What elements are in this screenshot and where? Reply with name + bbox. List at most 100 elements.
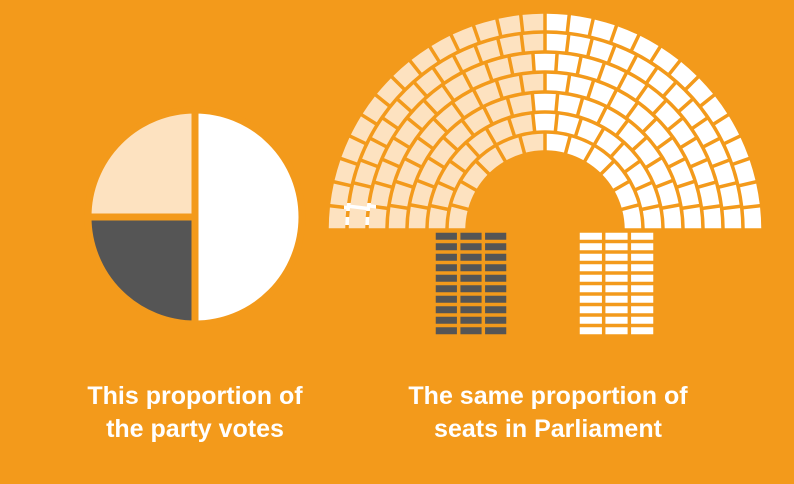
seat: [579, 57, 603, 79]
pie-slice-1: [191, 106, 306, 328]
seat: [406, 139, 431, 165]
seat: [670, 62, 697, 88]
seat: [439, 163, 464, 188]
seat: [465, 64, 490, 88]
seat: [395, 120, 420, 146]
seat: [670, 160, 694, 186]
seat: [454, 91, 480, 116]
seat: [460, 327, 482, 335]
seat: [510, 114, 533, 135]
seat: [631, 232, 654, 240]
seat: [509, 94, 533, 115]
seat: [568, 35, 591, 56]
seat: [631, 253, 654, 261]
seat: [591, 19, 615, 41]
seat: [579, 253, 602, 261]
seat: [485, 232, 507, 240]
seat: [546, 13, 568, 32]
seat: [743, 207, 762, 229]
seat: [579, 285, 602, 293]
equals-bar-top: [344, 203, 376, 211]
seat: [678, 183, 700, 207]
seat: [460, 264, 482, 272]
seat: [460, 253, 482, 261]
seat: [630, 57, 656, 82]
seat: [648, 69, 674, 95]
seat: [477, 39, 501, 62]
seat: [631, 264, 654, 272]
seat: [435, 232, 457, 240]
seat: [435, 295, 457, 303]
seat: [460, 274, 482, 282]
seat: [510, 54, 533, 74]
seat: [634, 139, 660, 166]
seat: [596, 130, 622, 155]
seat: [362, 96, 388, 123]
seat: [579, 243, 602, 251]
seats-caption-line2: seats in Parliament: [434, 415, 662, 443]
seat: [362, 140, 386, 165]
seat: [384, 139, 408, 165]
seat: [534, 53, 556, 71]
seat: [534, 113, 556, 131]
seat: [680, 101, 706, 127]
seat: [723, 208, 742, 229]
seat: [468, 130, 494, 155]
seat: [330, 183, 350, 206]
seat: [485, 316, 507, 324]
seat: [341, 137, 365, 163]
seat: [485, 243, 507, 251]
seat: [475, 19, 499, 41]
seat: [682, 139, 706, 165]
seat: [388, 207, 407, 229]
seat: [522, 13, 544, 32]
seat: [600, 64, 625, 88]
vote-pie-chart: [84, 106, 306, 328]
seat: [396, 160, 420, 186]
seat: [579, 264, 602, 272]
seat: [605, 295, 628, 303]
seat: [460, 306, 482, 314]
seat: [430, 139, 456, 166]
pie-slice-3: [84, 106, 199, 221]
seat: [631, 274, 654, 282]
seat: [393, 62, 420, 88]
seat: [605, 264, 628, 272]
seat: [652, 47, 679, 73]
seat: [370, 184, 391, 207]
seat: [435, 253, 457, 261]
seat: [435, 274, 457, 282]
seat: [444, 74, 470, 99]
seat: [464, 108, 491, 134]
seat: [452, 26, 478, 50]
seat: [638, 87, 665, 113]
seat: [631, 285, 654, 293]
seat: [425, 87, 452, 113]
seat: [435, 243, 457, 251]
seat: [452, 183, 476, 208]
seat: [434, 57, 460, 82]
seat: [659, 139, 684, 165]
seat: [411, 182, 433, 207]
seat: [620, 74, 646, 99]
seat: [377, 78, 403, 105]
seat: [642, 207, 662, 229]
seat: [579, 232, 602, 240]
seat: [390, 183, 412, 207]
seat: [614, 183, 638, 208]
seat: [368, 207, 387, 229]
seat: [522, 73, 544, 92]
seat: [567, 137, 592, 161]
seat: [663, 206, 682, 229]
seat: [579, 295, 602, 303]
seat: [334, 160, 356, 184]
seat: [599, 108, 626, 134]
seat: [605, 285, 628, 293]
seat: [416, 69, 442, 95]
seat: [485, 274, 507, 282]
seat: [569, 15, 592, 35]
votes-caption: This proportion of the party votes: [40, 380, 350, 446]
seat: [631, 327, 654, 335]
seat: [460, 285, 482, 293]
